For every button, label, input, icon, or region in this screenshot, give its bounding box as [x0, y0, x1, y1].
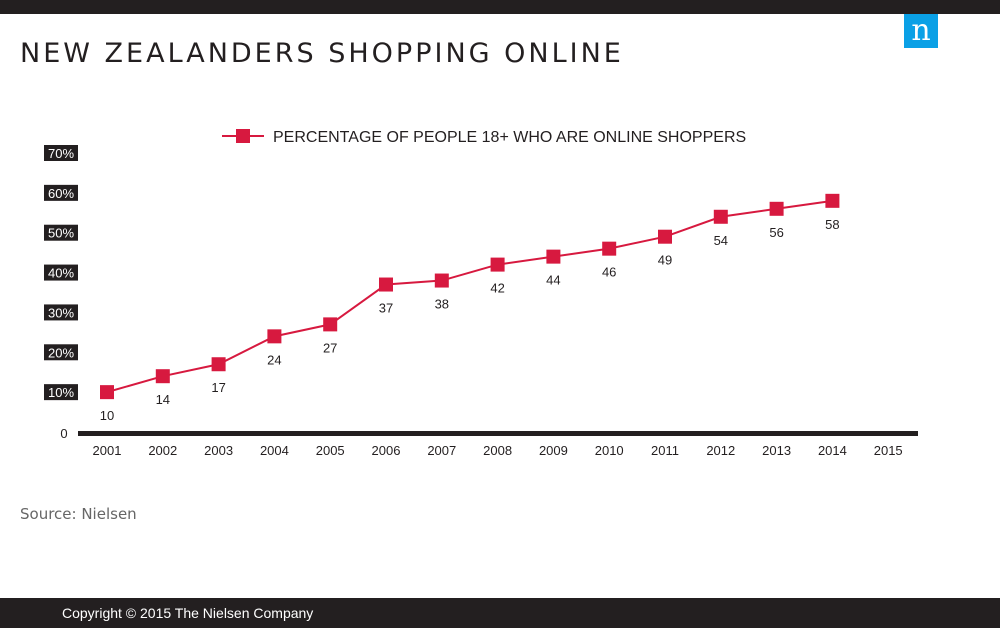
series-line: [106, 199, 833, 394]
data-point: [490, 257, 505, 272]
data-label: 38: [435, 297, 449, 312]
y-tick-label: 10%: [48, 385, 74, 400]
y-tick-label: 40%: [48, 266, 74, 281]
y-tick-box: [44, 224, 78, 241]
data-point: [825, 193, 840, 208]
y-tick-box: [44, 344, 78, 361]
data-point: [100, 385, 114, 400]
logo-letter: n: [911, 13, 931, 48]
data-label: 27: [323, 340, 337, 355]
data-point: [267, 329, 282, 344]
data-label: 10: [100, 408, 114, 423]
x-tick-label: 2002: [148, 443, 177, 458]
x-tick-label: 2014: [818, 443, 847, 458]
x-tick-label: 2007: [427, 443, 456, 458]
legend-label: PERCENTAGE OF PEOPLE 18+ WHO ARE ONLINE …: [273, 129, 746, 146]
data-label: 44: [546, 273, 560, 288]
data-label: 58: [825, 217, 839, 232]
data-label: 14: [156, 392, 170, 407]
x-tick-label: 2001: [93, 443, 122, 458]
y-tick-label: 70%: [48, 146, 74, 161]
x-tick-label: 2013: [762, 443, 791, 458]
y-tick-label: 30%: [48, 305, 74, 320]
data-point: [211, 357, 226, 372]
data-point: [379, 277, 393, 292]
y-tick-box: [44, 384, 78, 401]
source-note: Source: Nielsen: [20, 505, 137, 523]
top-bar: [0, 0, 1000, 14]
x-tick-label: 2010: [595, 443, 624, 458]
y-tick-label: 20%: [48, 345, 74, 360]
data-label: 42: [490, 281, 504, 296]
footer-bar: Copyright © 2015 The Nielsen Company: [0, 598, 1000, 628]
x-tick-label: 2011: [651, 443, 679, 458]
x-tick-label: 2004: [260, 443, 289, 458]
y-tick-box: [44, 264, 78, 281]
legend-marker: [236, 129, 250, 143]
data-point: [434, 273, 449, 288]
page-title: NEW ZEALANDERS SHOPPING ONLINE: [20, 38, 624, 69]
x-tick-label: 2012: [706, 443, 735, 458]
data-label: 24: [267, 352, 281, 367]
y-tick-box: [44, 145, 78, 161]
data-label: 49: [658, 253, 672, 268]
y-tick-label: 0: [60, 426, 67, 441]
data-point: [323, 317, 338, 332]
copyright-text: Copyright © 2015 The Nielsen Company: [62, 605, 314, 621]
x-tick-label: 2003: [204, 443, 233, 458]
data-point: [658, 229, 672, 244]
nielsen-logo: n: [904, 14, 938, 48]
y-tick-label: 60%: [48, 186, 74, 201]
x-tick-label: 2006: [372, 443, 401, 458]
data-label: 54: [714, 233, 728, 248]
x-tick-label: 2008: [483, 443, 512, 458]
data-label: 17: [211, 380, 225, 395]
data-label: 37: [379, 301, 393, 316]
data-point: [155, 369, 170, 384]
y-tick-box: [44, 304, 78, 321]
x-tick-label: 2015: [874, 443, 903, 458]
data-point: [769, 201, 784, 216]
data-label: 46: [602, 265, 616, 280]
x-tick-label: 2005: [316, 443, 345, 458]
data-point: [713, 209, 728, 224]
x-tick-label: 2009: [539, 443, 568, 458]
x-axis-line: [78, 431, 918, 436]
data-point: [602, 241, 617, 256]
data-label: 56: [769, 225, 783, 240]
data-point: [546, 249, 561, 264]
y-tick-box: [44, 184, 78, 201]
y-tick-label: 50%: [48, 226, 74, 241]
